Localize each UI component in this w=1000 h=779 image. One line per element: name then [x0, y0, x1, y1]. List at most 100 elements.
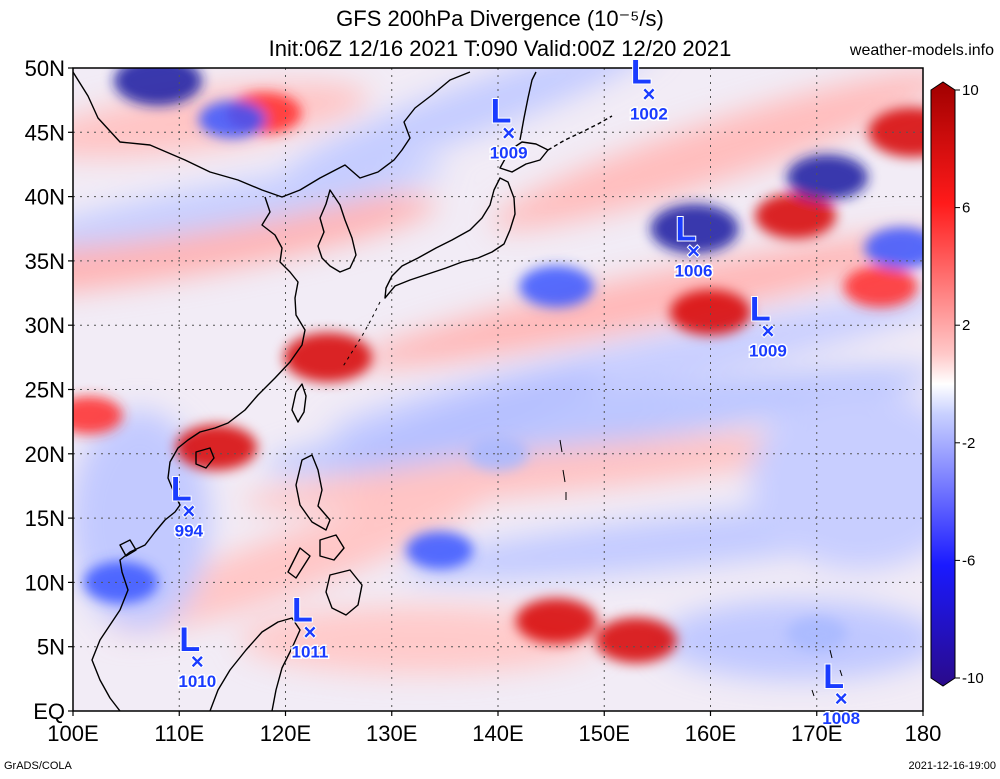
- colorbar-label: -2: [962, 435, 975, 452]
- divergence-feature: [198, 100, 266, 139]
- colorbar-label: -10: [962, 670, 984, 687]
- site-credit: weather-models.info: [849, 42, 994, 59]
- divergence-feature: [650, 203, 739, 254]
- low-marker: L×1011: [290, 590, 330, 663]
- low-pressure-value: 1006: [675, 262, 713, 281]
- colorbar: 10 6 2 -2 -6 -10: [930, 81, 984, 687]
- lon-label: 100E: [47, 721, 98, 746]
- colorbar-label: 2: [962, 317, 970, 334]
- kuril-islands: [547, 115, 613, 151]
- lat-label: 10N: [25, 570, 65, 595]
- low-letter: L: [292, 591, 313, 629]
- small-islands-east: [811, 649, 843, 697]
- divergence-feature: [83, 561, 158, 604]
- low-pressure-value: 1009: [490, 143, 528, 162]
- low-marker: L×1009: [747, 289, 788, 362]
- lat-label: 40N: [25, 185, 65, 210]
- divergence-feature: [786, 616, 847, 651]
- ryukyu-islands: [341, 301, 381, 369]
- low-center-mark: ×: [182, 498, 195, 523]
- lat-label: 50N: [25, 56, 65, 81]
- divergence-feature: [73, 396, 123, 435]
- hainan-coast: [195, 447, 215, 469]
- lon-label: 160E: [685, 721, 736, 746]
- low-letter: L: [179, 621, 200, 659]
- low-pressure-markers: L×1002L×1009L×1006L×1009L×994L×1011L×101…: [170, 53, 862, 730]
- divergence-feature: [868, 107, 923, 158]
- visayas-coast: [287, 534, 345, 579]
- lon-label: 180: [905, 721, 942, 746]
- low-marker: L×1008: [821, 657, 862, 730]
- divergence-feature: [519, 265, 594, 308]
- taiwan-coast: [291, 383, 307, 423]
- title-line-1: GFS 200hPa Divergence (10⁻⁵/s): [336, 6, 664, 31]
- lat-label: 20N: [25, 442, 65, 467]
- low-letter: L: [171, 470, 192, 508]
- low-pressure-value: 1010: [178, 672, 216, 691]
- low-pressure-value: 1009: [749, 341, 787, 360]
- colorbar-label: 10: [962, 82, 979, 99]
- low-marker: L×994: [170, 469, 205, 541]
- low-letter: L: [491, 92, 512, 130]
- low-center-mark: ×: [687, 239, 700, 264]
- grads-credit: GrADS/COLA: [4, 760, 72, 772]
- mainland-coast: [73, 71, 471, 711]
- low-center-mark: ×: [642, 82, 655, 107]
- lat-label: 30N: [25, 313, 65, 338]
- divergence-feature: [405, 531, 474, 570]
- sakhalin-coast: [519, 71, 537, 141]
- low-marker: L×1010: [177, 620, 218, 693]
- timestamp-credit: 2021-12-16-19:00: [908, 760, 996, 772]
- title-line-2: Init:06Z 12/16 2021 T:090 Valid:00Z 12/2…: [268, 36, 732, 61]
- divergence-feature: [595, 617, 677, 664]
- divergence-field: [73, 68, 923, 711]
- lat-label: 35N: [25, 249, 65, 274]
- divergence-feature: [113, 68, 203, 106]
- divergence-feature: [754, 193, 837, 239]
- japan-coast: [384, 177, 516, 299]
- divergence-feature: [515, 598, 598, 644]
- lon-label: 140E: [472, 721, 523, 746]
- mindanao-coast: [325, 569, 363, 616]
- colorbar-label: 6: [962, 200, 970, 217]
- low-pressure-value: 1011: [291, 642, 328, 661]
- lon-label: 130E: [366, 721, 417, 746]
- coastlines: [73, 71, 843, 711]
- low-center-mark: ×: [304, 619, 317, 644]
- luzon-coast: [295, 454, 331, 531]
- low-letter: L: [750, 290, 771, 328]
- low-pressure-value: 994: [175, 521, 204, 540]
- low-center-mark: ×: [761, 318, 774, 343]
- divergence-feature: [175, 424, 258, 471]
- low-marker: L×1002: [628, 53, 669, 126]
- tonle-sap: [119, 539, 137, 557]
- lat-label: 45N: [25, 120, 65, 145]
- korea-coast: [317, 189, 357, 273]
- low-marker: L×1009: [488, 91, 529, 164]
- lon-label: 110E: [154, 721, 204, 746]
- low-letter: L: [676, 211, 697, 249]
- colorbar-label: -6: [962, 552, 975, 569]
- lat-label: 25N: [25, 378, 65, 403]
- lat-label: 5N: [37, 635, 65, 660]
- divergence-feature: [786, 154, 869, 201]
- low-center-mark: ×: [191, 649, 204, 674]
- lat-lon-grid: [73, 68, 923, 711]
- low-center-mark: ×: [502, 120, 515, 145]
- low-letter: L: [631, 54, 652, 92]
- low-letter: L: [823, 658, 844, 696]
- mariana-islands: [559, 439, 567, 500]
- borneo-coast: [209, 617, 301, 711]
- lat-label: 15N: [25, 506, 65, 531]
- lon-label: 120E: [260, 721, 311, 746]
- low-pressure-value: 1008: [822, 709, 860, 728]
- divergence-feature: [283, 332, 373, 383]
- lon-label: 150E: [579, 721, 630, 746]
- low-pressure-value: 1002: [630, 105, 668, 124]
- divergence-feature: [669, 289, 752, 336]
- low-center-mark: ×: [835, 686, 848, 711]
- lat-label: EQ: [33, 699, 65, 724]
